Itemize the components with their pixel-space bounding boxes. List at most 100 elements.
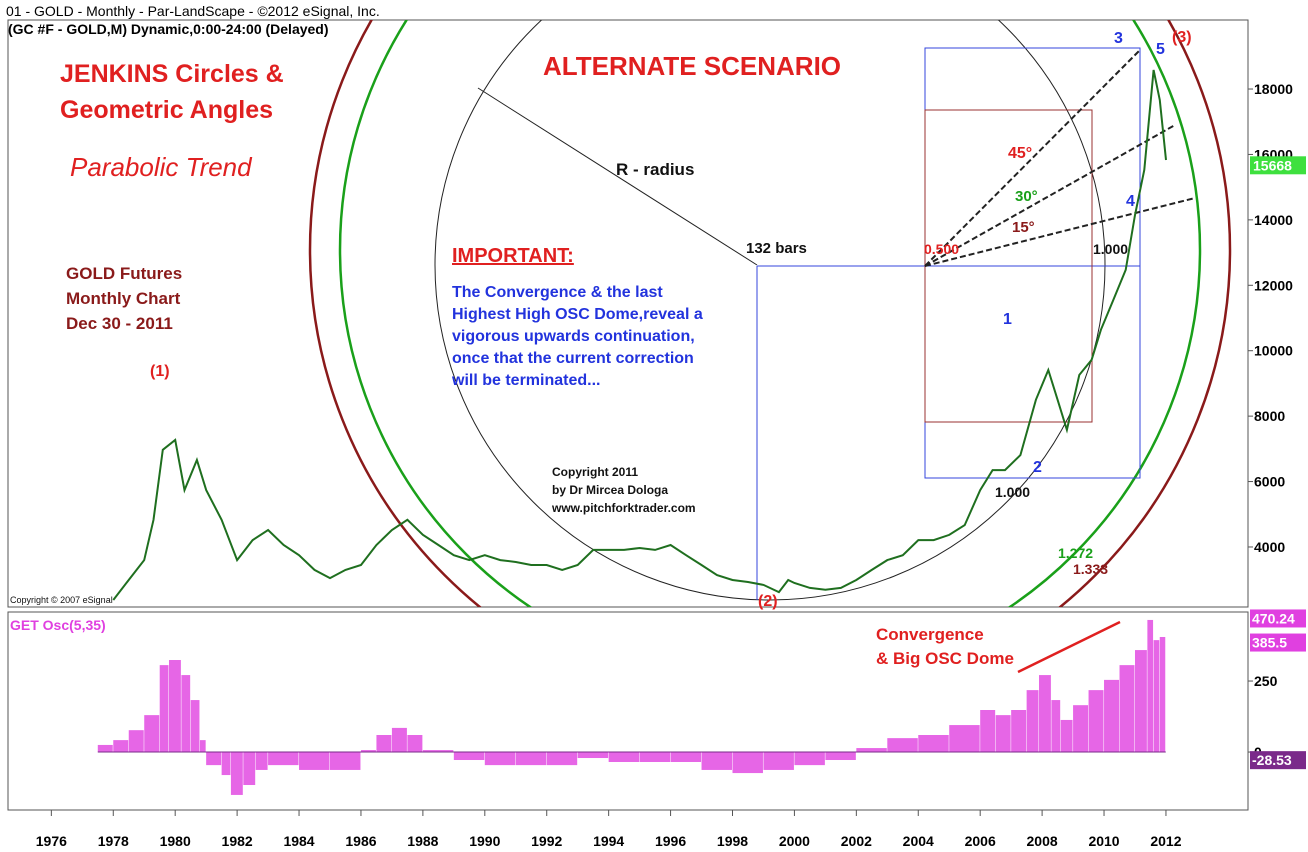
osc-bar	[299, 752, 330, 770]
annotation: Monthly Chart	[66, 289, 181, 308]
osc-bar	[221, 752, 231, 776]
annotation: IMPORTANT:	[452, 245, 574, 267]
annotation: JENKINS Circles &	[60, 60, 284, 88]
osc-bar	[1134, 650, 1147, 753]
chart-title: 01 - GOLD - Monthly - Par-LandScape - ©2…	[6, 3, 380, 19]
osc-bar	[1104, 679, 1120, 753]
osc-bar	[159, 665, 169, 753]
x-tick-label: 1990	[469, 833, 500, 849]
osc-bar	[422, 750, 454, 753]
price-panel	[7, 19, 1249, 608]
y-tick-label: 250	[1254, 673, 1278, 689]
osc-bar	[1119, 665, 1135, 753]
last-value-box	[1250, 609, 1306, 628]
x-tick-label: 1976	[36, 833, 67, 849]
annotation: Highest High OSC Dome,reveal a	[452, 306, 703, 323]
y-tick-label: 4000	[1254, 539, 1285, 555]
annotation: Dec 30 - 2011	[66, 314, 173, 333]
annotation: 1	[1003, 311, 1012, 328]
x-tick-label: 1984	[283, 833, 314, 849]
annotation: 1.333	[1073, 561, 1108, 577]
osc-bar	[1026, 690, 1039, 753]
annotation: 1.272	[1058, 545, 1093, 561]
x-tick-label: 1996	[655, 833, 686, 849]
annotation: Convergence	[876, 625, 984, 644]
x-tick-label: 2010	[1088, 833, 1119, 849]
radius-line	[477, 87, 758, 266]
osc-bar	[1153, 640, 1160, 753]
angle-line	[924, 49, 1141, 267]
osc-bar	[1039, 675, 1051, 753]
annotation: 4	[1126, 193, 1135, 210]
annotation: 5	[1156, 41, 1165, 58]
circle	[338, 20, 1202, 607]
last-value: 470.24	[1252, 610, 1295, 626]
annotation: (3)	[1172, 29, 1192, 46]
annotations: JENKINS Circles & Geometric Angles Parab…	[10, 29, 1192, 668]
osc-bar	[199, 740, 206, 753]
annotation: 45°	[1008, 145, 1032, 162]
osc-title: GET Osc(5,35)	[10, 617, 106, 633]
last-value-box	[1250, 156, 1306, 175]
circle	[308, 20, 1232, 607]
chart-subtitle: (GC #F - GOLD,M) Dynamic,0:00-24:00 (Del…	[8, 21, 329, 37]
osc-bar	[918, 735, 949, 753]
circle	[434, 20, 1106, 601]
annotation: The Convergence & the last	[452, 284, 663, 301]
osc-bar	[206, 752, 222, 766]
price-line	[112, 69, 1167, 601]
x-tick-label: 2004	[903, 833, 934, 849]
osc-bar	[639, 752, 671, 762]
annotation: R - radius	[616, 160, 694, 179]
osc-bar	[608, 752, 640, 762]
osc-bar	[1147, 619, 1154, 753]
last-value: -28.53	[1252, 752, 1292, 768]
osc-bar	[577, 752, 609, 759]
x-tick-label: 2000	[779, 833, 810, 849]
osc-bar	[407, 735, 423, 753]
osc-bar	[360, 750, 376, 753]
osc-bar	[1159, 636, 1166, 753]
osc-bar	[856, 748, 887, 753]
annotation: GOLD Futures	[66, 264, 182, 283]
annotation: (2)	[758, 593, 778, 610]
osc-bar	[1051, 700, 1061, 753]
osc-bar	[268, 752, 299, 766]
osc-bar	[255, 752, 268, 770]
osc-bar	[97, 744, 113, 753]
annotation: once that the current correction	[452, 350, 694, 367]
osc-bar	[701, 752, 732, 770]
x-tick-label: 1998	[717, 833, 748, 849]
last-value: 15668	[1253, 157, 1292, 173]
y-tick-label: 10000	[1254, 343, 1293, 359]
osc-bar	[794, 752, 825, 766]
osc-bar	[376, 735, 392, 753]
osc-bar	[732, 752, 763, 774]
osc-bar	[825, 752, 856, 761]
osc-bar	[546, 752, 578, 766]
last-value-box	[1250, 633, 1306, 652]
annotation: Geometric Angles	[60, 96, 273, 124]
geometry	[308, 20, 1232, 607]
y-tick-label: 8000	[1254, 408, 1285, 424]
osc-bar	[113, 740, 129, 753]
x-tick-label: 2002	[841, 833, 872, 849]
convergence-line	[1017, 620, 1121, 674]
osc-bar	[144, 715, 160, 753]
x-tick-label: 1988	[407, 833, 438, 849]
annotation: Parabolic Trend	[70, 152, 253, 182]
x-tick-label: 2012	[1150, 833, 1181, 849]
osc-bar	[980, 710, 996, 753]
osc-bar	[1073, 705, 1089, 753]
x-tick-label: 2008	[1027, 833, 1058, 849]
y-tick-label: 14000	[1254, 212, 1293, 228]
x-tick-label: 2006	[965, 833, 996, 849]
osc-bar	[1060, 719, 1073, 753]
osc-bar	[181, 675, 191, 753]
annotation: 132 bars	[746, 240, 807, 257]
annotation: 3	[1114, 30, 1123, 47]
x-tick-label: 1982	[222, 833, 253, 849]
annotation: ALTERNATE SCENARIO	[543, 51, 841, 81]
osc-bar	[1088, 690, 1104, 753]
